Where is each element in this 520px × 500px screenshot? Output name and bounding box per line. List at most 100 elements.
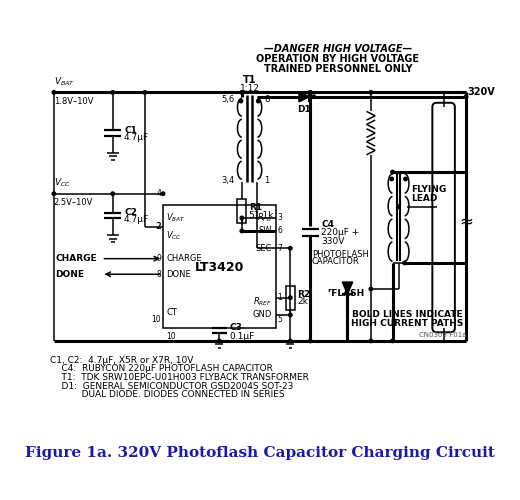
- Circle shape: [308, 90, 312, 94]
- Text: CHARGE: CHARGE: [166, 254, 202, 263]
- Text: 8: 8: [264, 95, 270, 104]
- Circle shape: [404, 178, 407, 180]
- Text: —DANGER HIGH VOLTAGE—: —DANGER HIGH VOLTAGE—: [264, 44, 412, 54]
- Circle shape: [111, 90, 114, 94]
- Text: 10: 10: [152, 315, 161, 324]
- Text: $V_{CC}$: $V_{CC}$: [54, 177, 71, 190]
- Circle shape: [217, 339, 221, 342]
- Text: ⌜FLASH: ⌜FLASH: [328, 289, 365, 298]
- Text: ≈: ≈: [459, 213, 473, 231]
- Bar: [238, 199, 246, 223]
- Text: 4: 4: [157, 189, 161, 198]
- Text: $V_{BAT}$: $V_{BAT}$: [166, 212, 186, 224]
- Circle shape: [240, 216, 243, 220]
- Text: DONE: DONE: [166, 270, 191, 278]
- Text: R2: R2: [297, 290, 310, 298]
- Polygon shape: [342, 282, 353, 294]
- Text: 51.1k: 51.1k: [249, 211, 274, 220]
- Text: D1: D1: [297, 106, 311, 114]
- Text: $V_{CC}$: $V_{CC}$: [166, 229, 183, 241]
- Circle shape: [240, 90, 243, 94]
- Circle shape: [397, 205, 400, 208]
- Text: 0.1μF: 0.1μF: [230, 332, 255, 341]
- Circle shape: [403, 262, 406, 264]
- Circle shape: [308, 90, 312, 94]
- Text: C3: C3: [230, 324, 242, 332]
- Polygon shape: [299, 92, 309, 102]
- Text: FLYING: FLYING: [411, 185, 446, 194]
- Circle shape: [239, 100, 243, 103]
- Text: 220μF +: 220μF +: [321, 228, 360, 237]
- Circle shape: [369, 287, 373, 290]
- Bar: [286, 286, 295, 310]
- Text: R1: R1: [249, 203, 262, 212]
- Text: 2.5V–10V: 2.5V–10V: [54, 198, 93, 207]
- Bar: [163, 205, 276, 328]
- Text: T1: T1: [243, 76, 256, 86]
- Text: HIGH CURRENT PATHS: HIGH CURRENT PATHS: [351, 319, 463, 328]
- Text: GND: GND: [253, 310, 272, 320]
- Text: 4.7μF: 4.7μF: [124, 215, 149, 224]
- Circle shape: [391, 170, 394, 174]
- Text: DUAL DIODE. DIODES CONNECTED IN SERIES: DUAL DIODE. DIODES CONNECTED IN SERIES: [50, 390, 285, 400]
- Text: C2: C2: [124, 208, 137, 218]
- Text: 2: 2: [157, 222, 161, 231]
- Text: 7: 7: [277, 244, 282, 253]
- Text: $R_{REF}$: $R_{REF}$: [253, 296, 272, 308]
- Circle shape: [289, 339, 292, 342]
- Circle shape: [391, 339, 394, 342]
- Text: 5,6: 5,6: [222, 95, 235, 104]
- Circle shape: [240, 229, 243, 232]
- Text: CHARGE: CHARGE: [56, 254, 97, 263]
- Text: CT: CT: [166, 308, 177, 317]
- Circle shape: [369, 339, 373, 342]
- Circle shape: [308, 339, 312, 342]
- Text: $V_{BAT}$: $V_{BAT}$: [54, 76, 75, 88]
- Text: $R_{FB}$: $R_{FB}$: [257, 212, 272, 224]
- Circle shape: [289, 296, 292, 300]
- Text: 6: 6: [277, 226, 282, 235]
- Circle shape: [256, 100, 260, 103]
- Text: LT3420: LT3420: [194, 261, 244, 274]
- Text: C4:  RUBYCON 220μF PHOTOFLASH CAPACITOR: C4: RUBYCON 220μF PHOTOFLASH CAPACITOR: [50, 364, 274, 374]
- Circle shape: [111, 192, 114, 196]
- Circle shape: [369, 90, 373, 94]
- Text: OPERATION BY HIGH VOLTAGE: OPERATION BY HIGH VOLTAGE: [256, 54, 420, 64]
- Text: 5: 5: [277, 315, 282, 324]
- Text: 1: 1: [277, 293, 282, 302]
- Text: 2: 2: [155, 222, 160, 231]
- Text: SW: SW: [258, 226, 272, 235]
- Circle shape: [464, 95, 468, 98]
- Text: 2k: 2k: [297, 298, 308, 306]
- Text: TRAINED PERSONNEL ONLY: TRAINED PERSONNEL ONLY: [264, 64, 412, 74]
- Text: 1:12: 1:12: [240, 84, 259, 92]
- Circle shape: [143, 90, 147, 94]
- Text: C4: C4: [321, 220, 334, 228]
- Text: CN0303 F01a: CN0303 F01a: [419, 332, 466, 338]
- Text: 10: 10: [166, 332, 176, 342]
- Text: DONE: DONE: [56, 270, 85, 278]
- Text: BOLD LINES INDICATE: BOLD LINES INDICATE: [352, 310, 463, 320]
- Text: 4.7μF: 4.7μF: [124, 133, 149, 142]
- Circle shape: [161, 192, 165, 196]
- Text: 9: 9: [157, 254, 161, 263]
- Text: 1.8V–10V: 1.8V–10V: [54, 96, 94, 106]
- Text: D1:  GENERAL SEMICONDUCTOR GSD2004S SOT-23: D1: GENERAL SEMICONDUCTOR GSD2004S SOT-2…: [50, 382, 294, 390]
- Text: 330V: 330V: [321, 237, 345, 246]
- Text: PHOTOFLASH: PHOTOFLASH: [312, 250, 369, 259]
- Circle shape: [390, 178, 393, 180]
- Text: SEC: SEC: [256, 244, 272, 253]
- Text: Figure 1a. 320V Photoflash Capacitor Charging Circuit: Figure 1a. 320V Photoflash Capacitor Cha…: [25, 446, 495, 460]
- Circle shape: [52, 90, 56, 94]
- Circle shape: [52, 192, 56, 196]
- Text: 3,4: 3,4: [222, 176, 235, 185]
- Text: 320V: 320V: [468, 88, 496, 98]
- Text: C1: C1: [124, 126, 137, 135]
- Text: 3: 3: [277, 214, 282, 222]
- Text: LEAD: LEAD: [411, 194, 437, 202]
- Circle shape: [289, 313, 292, 316]
- Circle shape: [312, 95, 316, 98]
- Circle shape: [289, 246, 292, 250]
- Text: C1, C2:  4.7μF, X5R or X7R, 10V: C1, C2: 4.7μF, X5R or X7R, 10V: [50, 356, 194, 364]
- Text: 1: 1: [264, 176, 269, 185]
